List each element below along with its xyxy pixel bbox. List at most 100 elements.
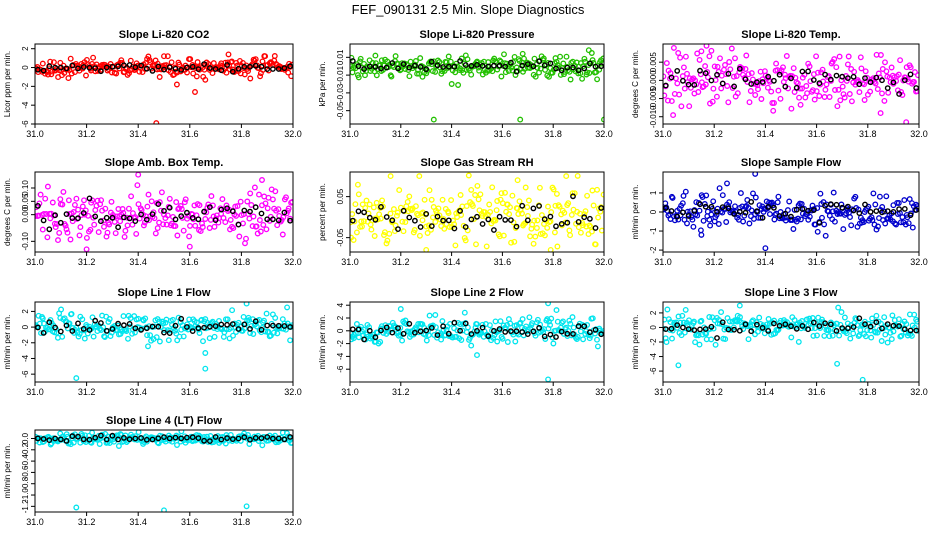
reference-point bbox=[434, 332, 441, 338]
data-point bbox=[55, 237, 61, 244]
data-point bbox=[463, 203, 470, 210]
data-point bbox=[531, 217, 538, 224]
reference-point bbox=[155, 435, 162, 442]
reference-point bbox=[799, 206, 806, 212]
data-point bbox=[234, 203, 241, 210]
data-point bbox=[723, 71, 730, 78]
data-point bbox=[742, 66, 749, 72]
reference-point bbox=[57, 219, 64, 226]
y-tick-label: 0 bbox=[649, 209, 658, 214]
data-point bbox=[452, 69, 459, 76]
data-point bbox=[407, 58, 414, 65]
data-point bbox=[147, 332, 154, 339]
data-point bbox=[121, 233, 128, 240]
reference-point bbox=[121, 322, 127, 329]
data-point bbox=[100, 324, 107, 331]
data-point bbox=[223, 202, 230, 209]
data-point bbox=[795, 338, 802, 345]
data-point bbox=[803, 83, 810, 89]
reference-point bbox=[468, 331, 475, 337]
reference-point bbox=[564, 219, 571, 226]
data-point bbox=[390, 206, 397, 213]
data-point bbox=[156, 74, 163, 80]
data-point bbox=[248, 202, 255, 208]
data-point bbox=[71, 201, 78, 208]
reference-point bbox=[805, 326, 811, 333]
outlier-point bbox=[877, 110, 884, 117]
reference-point bbox=[736, 65, 743, 72]
y-tick-label: -1.0 bbox=[21, 488, 30, 502]
y-tick-label: -0.05 bbox=[336, 228, 345, 247]
outlier-point bbox=[703, 44, 710, 49]
reference-point bbox=[445, 330, 452, 337]
data-point bbox=[100, 217, 107, 224]
data-point bbox=[695, 89, 702, 95]
data-point bbox=[166, 437, 173, 444]
reference-point bbox=[457, 327, 463, 334]
reference-point bbox=[822, 71, 828, 78]
data-point bbox=[64, 229, 71, 236]
data-points bbox=[35, 172, 293, 252]
data-point bbox=[165, 337, 172, 344]
data-point bbox=[35, 212, 42, 219]
data-point bbox=[873, 226, 880, 233]
data-point bbox=[708, 211, 715, 218]
data-point bbox=[563, 53, 570, 60]
outlier-point bbox=[225, 51, 232, 58]
reference-point bbox=[252, 434, 259, 441]
x-tick-label: 31.0 bbox=[654, 129, 672, 139]
reference-point bbox=[587, 215, 593, 222]
data-point bbox=[679, 312, 686, 319]
reference-point bbox=[502, 216, 509, 223]
reference-point bbox=[69, 62, 76, 69]
data-point bbox=[477, 191, 484, 198]
reference-point bbox=[479, 221, 486, 227]
outlier-point bbox=[547, 246, 554, 252]
reference-point bbox=[547, 60, 554, 67]
y-tick-label: 0.01 bbox=[336, 49, 345, 65]
x-tick-label: 31.0 bbox=[26, 387, 44, 397]
data-point bbox=[435, 205, 442, 212]
data-point bbox=[804, 90, 811, 97]
data-point bbox=[888, 336, 895, 343]
data-point bbox=[426, 312, 433, 319]
reference-point bbox=[395, 226, 401, 233]
y-tick-label: 0 bbox=[21, 324, 30, 329]
reference-point bbox=[57, 436, 64, 443]
data-point bbox=[350, 69, 356, 76]
data-point bbox=[250, 213, 257, 220]
x-tick-label: 32.0 bbox=[595, 129, 613, 139]
reference-point bbox=[366, 327, 373, 334]
data-point bbox=[193, 73, 200, 80]
data-point bbox=[689, 76, 696, 83]
reference-point bbox=[355, 208, 362, 215]
data-point bbox=[39, 315, 46, 322]
reference-point bbox=[411, 329, 418, 336]
reference-point bbox=[496, 62, 503, 69]
data-point bbox=[914, 88, 919, 95]
data-point bbox=[374, 216, 381, 223]
reference-point bbox=[765, 327, 772, 334]
reference-point bbox=[879, 209, 885, 216]
data-point bbox=[538, 212, 545, 219]
reference-point bbox=[541, 333, 548, 340]
reference-point bbox=[287, 217, 293, 224]
reference-point bbox=[907, 71, 914, 78]
data-point bbox=[140, 222, 147, 229]
reference-point bbox=[816, 80, 823, 87]
data-point bbox=[135, 430, 142, 436]
data-point bbox=[355, 191, 362, 198]
y-tick-label: 0.0 bbox=[21, 432, 30, 444]
reference-point bbox=[776, 322, 783, 329]
reference-point bbox=[513, 328, 520, 335]
data-point bbox=[261, 317, 267, 324]
reference-point bbox=[132, 218, 139, 225]
data-point bbox=[194, 59, 201, 66]
x-tick-label: 32.0 bbox=[284, 517, 302, 527]
data-point bbox=[190, 70, 197, 77]
data-point bbox=[783, 53, 790, 59]
data-point bbox=[713, 93, 720, 100]
reference-point bbox=[212, 323, 219, 329]
reference-point bbox=[822, 202, 828, 209]
